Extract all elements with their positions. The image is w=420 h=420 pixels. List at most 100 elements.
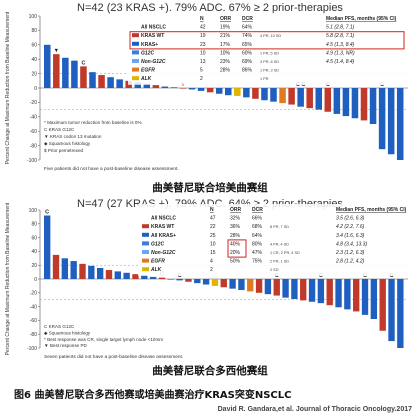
bar <box>291 279 298 300</box>
legend-swatch <box>142 267 149 272</box>
table-row-label: All KRAS+ <box>151 233 176 239</box>
legend-swatch <box>142 232 149 237</box>
bar <box>252 88 259 99</box>
bar <box>149 276 157 279</box>
bar-marker: ▼ <box>180 82 185 88</box>
bar <box>344 279 351 310</box>
y-tick-label: -40 <box>30 115 37 121</box>
chart-title: N=42 (23 KRAS +). 79% ADC. 67% ≥ 2 prior… <box>77 2 343 14</box>
table-cell-orr: 20% <box>230 250 241 256</box>
table-cell-n: 22 <box>210 224 216 230</box>
table-header: ORR <box>220 16 232 22</box>
bar <box>243 88 250 98</box>
legend-swatch <box>142 250 149 254</box>
table-cell-dcr: 69% <box>242 59 253 65</box>
bar <box>379 279 386 331</box>
table-cell-orr: 50% <box>230 259 241 265</box>
table-row-label: G12C <box>151 241 164 247</box>
bar-marker: C <box>326 82 330 88</box>
bar <box>107 77 114 88</box>
chart-footnote: Seven patients did not have a post-basel… <box>44 354 183 360</box>
table-row-label: G12C <box>141 50 154 56</box>
table-header: ORR <box>230 207 242 213</box>
table-cell-orr: 28% <box>230 233 241 239</box>
bar <box>378 88 386 150</box>
table-cell-n: 15 <box>210 250 216 256</box>
bar <box>44 44 51 88</box>
bar <box>179 88 187 89</box>
bar <box>234 88 241 96</box>
bar-marker: C C <box>296 82 306 88</box>
highlight-box <box>227 239 247 258</box>
table-row-label: KRAS+ <box>141 42 158 48</box>
bar <box>71 60 78 88</box>
table-cell-pfs: 4.2 (2.2, 7.6) <box>336 224 365 230</box>
table-cell-pfs: 3.5 (2.6, 6.3) <box>336 216 365 222</box>
bar-marker: C <box>319 273 323 279</box>
table-cell-n: 19 <box>200 33 206 39</box>
bar <box>70 261 77 279</box>
table-cell-orr: 23% <box>220 59 231 65</box>
bar <box>123 272 130 279</box>
bar <box>161 86 169 88</box>
bar <box>397 279 404 348</box>
table-cell-response: 8 PR, 7 SD <box>270 225 289 229</box>
bar <box>89 72 96 88</box>
table-cell-dcr: 86% <box>242 68 253 74</box>
bar <box>261 88 268 101</box>
table-cell-response: 2 PR, 1 SD <box>270 260 289 264</box>
legend-swatch <box>132 50 139 55</box>
y-tick-label: -100 <box>27 158 37 164</box>
table-cell-response: 4 PR, 4 SD <box>270 242 289 246</box>
table-cell-orr: 21% <box>220 33 231 39</box>
bar <box>176 279 183 281</box>
bar-marker: C <box>363 273 367 279</box>
bar <box>279 88 286 104</box>
bar <box>143 83 151 88</box>
table-cell-response: 4 PR, 10 SD <box>260 34 281 38</box>
bar <box>342 88 350 117</box>
bar <box>238 279 245 291</box>
y-tick-label: 40 <box>31 57 37 63</box>
bar-marker: C <box>390 273 394 279</box>
bar <box>306 88 313 109</box>
y-tick-label: -60 <box>30 129 37 135</box>
bar-marker: C <box>45 210 49 216</box>
table-cell-n: 5 <box>200 68 203 74</box>
bar <box>52 254 60 279</box>
y-tick-label: 100 <box>29 208 38 214</box>
table-header: DCR <box>242 16 253 22</box>
table-cell-dcr: 80% <box>252 241 263 247</box>
table-cell-dcr: 64% <box>242 25 253 31</box>
table-cell-pfs: 5.1 (2.8, 7.1) <box>326 25 355 31</box>
waterfall-chart-docetaxel: Percent Change at Maximum Reduction from… <box>5 202 408 360</box>
table-header: Median PFS, months (95% CI) <box>326 16 397 22</box>
bar <box>206 88 214 93</box>
table-cell-n: 25 <box>210 233 216 239</box>
legend-swatch <box>132 41 139 46</box>
table-cell-n: 4 <box>210 259 213 265</box>
y-tick-label: 100 <box>29 14 38 20</box>
bar <box>158 277 166 279</box>
bar <box>273 279 280 296</box>
table-cell-response: 1 CR, 2 PR, 4 SD <box>270 251 300 255</box>
legend-note: * Maximum tumor reduction from baseline … <box>44 120 142 125</box>
bar <box>353 279 360 312</box>
y-tick-label: 40 <box>31 249 37 255</box>
bar <box>61 258 69 279</box>
table-cell-dcr: 74% <box>242 33 253 39</box>
y-axis-label: Percent Change at Maximum Reduction from… <box>5 11 11 164</box>
table-row-label: All NSCLC <box>141 25 166 31</box>
bar <box>317 279 325 304</box>
legend-note: $ Prior pemetrexed <box>44 148 84 153</box>
bar <box>297 88 304 107</box>
chart-panel-pemetrexed: N=42 (23 KRAS +). 79% ADC. 67% ≥ 2 prior… <box>0 0 420 196</box>
table-row-label: All NSCLC <box>151 216 176 222</box>
bar-marker: ▼ <box>54 48 59 54</box>
bar <box>264 279 272 295</box>
table-cell-n: 47 <box>210 216 216 222</box>
table-cell-dcr: 60% <box>242 50 253 56</box>
y-tick-label: 0 <box>34 86 37 92</box>
bar <box>333 88 341 114</box>
y-tick-label: -100 <box>27 346 37 352</box>
